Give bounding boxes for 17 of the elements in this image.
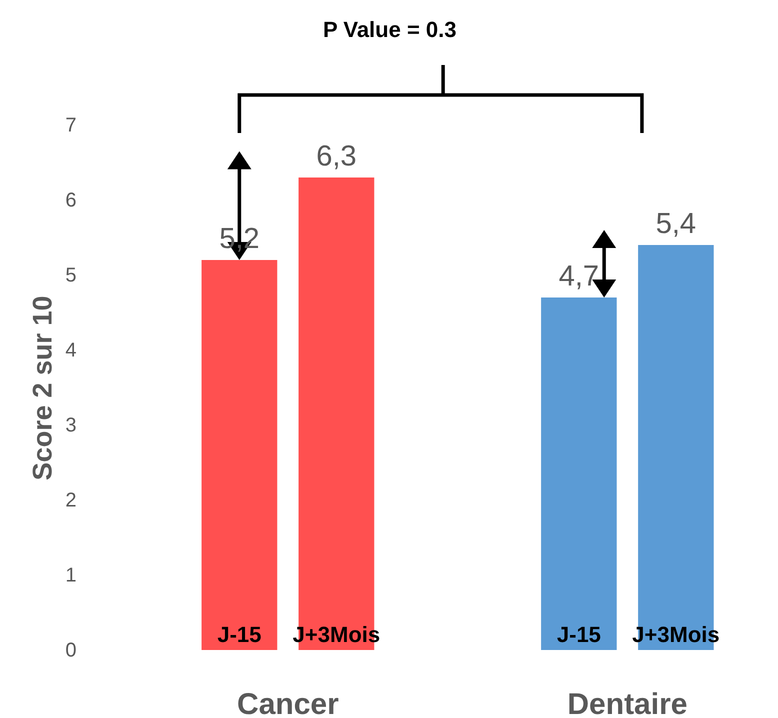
x-tick-label: J-15 bbox=[217, 622, 262, 647]
y-tick-label: 4 bbox=[65, 340, 76, 362]
text: Dentaire bbox=[567, 688, 688, 718]
y-tick-label: 1 bbox=[65, 564, 76, 586]
y-axis-title: Score 2 sur 10 bbox=[27, 296, 58, 480]
y-tick-label: 3 bbox=[65, 414, 76, 436]
y-tick-label: 5 bbox=[65, 264, 76, 286]
y-tick-label: 6 bbox=[65, 190, 76, 212]
data-label: 4,7 bbox=[558, 260, 600, 292]
x-tick-label: J-15 bbox=[556, 622, 601, 647]
text: P Value = 0.3 bbox=[322, 17, 457, 42]
data-label: 5,4 bbox=[656, 208, 696, 240]
y-tick-label: 7 bbox=[65, 114, 76, 136]
y-tick-label: 2 bbox=[65, 490, 76, 512]
text: Cancer bbox=[237, 688, 340, 718]
data-label: 6,3 bbox=[316, 140, 357, 172]
y-tick-label: 0 bbox=[65, 640, 76, 662]
